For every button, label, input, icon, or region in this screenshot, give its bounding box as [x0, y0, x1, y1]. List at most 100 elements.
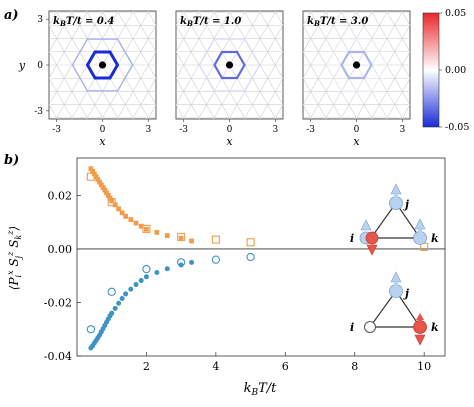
diagram-lower: j i k — [350, 271, 439, 346]
data-point — [211, 255, 221, 264]
plot-frame — [76, 157, 446, 357]
y-tick-label: 3 — [37, 15, 43, 25]
panel-a-label: a) — [4, 8, 19, 23]
lattice-line — [243, 11, 283, 79]
site-k-label: k — [431, 232, 439, 245]
x-tick-label: 0 — [227, 125, 233, 135]
data-point — [116, 300, 122, 306]
x-tick-label: -3 — [306, 125, 315, 135]
spin-k-up — [413, 231, 427, 245]
x-tick-label: 3 — [399, 125, 405, 135]
heatmap-panels: kBT/t = 0.4 -3 0 3 x 3 0 -3 y kBT/t = 1.0 -3 0 3 x kBT… — [0, 0, 474, 238]
panel-b-label: b) — [4, 153, 19, 168]
colorbar-tick-mid: 0.00 — [445, 65, 466, 76]
colorbar — [422, 12, 440, 128]
data-point — [109, 310, 115, 316]
lattice-line — [0, 0, 50, 238]
x-tick-label: 0 — [100, 125, 106, 135]
outer-ring — [198, 38, 261, 92]
center-site — [98, 61, 107, 69]
data-point — [102, 187, 108, 193]
x-axis-label: x — [353, 135, 360, 148]
panel-title: kBT/t = 3.0 — [307, 16, 368, 28]
data-point — [119, 295, 125, 301]
x-tick-label: 4 — [212, 360, 219, 373]
x-tick-label: 3 — [272, 125, 278, 135]
data-point — [107, 198, 116, 207]
data-point — [142, 264, 151, 274]
data-point — [189, 259, 195, 265]
diagram-upper: j i k — [350, 183, 439, 256]
data-point — [109, 198, 115, 204]
site-i-empty — [364, 321, 376, 333]
panel-title: kBT/t = 1.0 — [180, 16, 241, 28]
series-0 — [88, 166, 194, 244]
panel-title: kBT/t = 0.4 — [53, 16, 114, 28]
inner-ring — [213, 50, 246, 80]
colorbar-tick-bottom: -0.05 — [445, 122, 469, 133]
svg-text:⟨Pix Sjz Skz⟩: ⟨Pix Sjz Skz⟩ — [6, 226, 23, 290]
y-tick-label: 0.00 — [48, 243, 73, 256]
data-point — [97, 179, 102, 185]
spin-i-down — [365, 231, 379, 245]
data-point — [116, 206, 122, 212]
x-tick-label: 3 — [145, 125, 151, 135]
data-point — [93, 174, 99, 180]
data-point — [138, 223, 144, 229]
lattice-line — [409, 0, 474, 238]
data-point — [107, 287, 116, 296]
site-j-label: j — [403, 198, 409, 211]
spin-j-up — [389, 196, 403, 210]
x-tick-label: 0 — [354, 125, 360, 135]
x-tick-label: 10 — [417, 360, 431, 373]
data-point — [144, 226, 149, 232]
site-i-label: i — [350, 232, 354, 245]
data-point — [142, 224, 151, 233]
lattice-lines — [303, 0, 474, 238]
y-tick-label: 0.02 — [48, 189, 73, 202]
x-tick-label: -3 — [179, 125, 188, 135]
x-axis-label: x — [99, 135, 106, 148]
data-point — [119, 210, 125, 216]
data-point — [189, 238, 194, 244]
data-point — [123, 291, 129, 297]
series-3 — [86, 252, 255, 334]
x-tick-label: 2 — [143, 360, 150, 373]
y-tick-label: -0.02 — [44, 296, 72, 309]
lattice-line — [409, 0, 474, 238]
plot-points — [86, 166, 429, 351]
data-point — [138, 278, 144, 284]
outer-ring — [71, 38, 134, 92]
data-point — [211, 235, 220, 244]
data-point — [86, 325, 96, 334]
x-tick-label: 6 — [282, 360, 289, 373]
inner-ring — [85, 50, 120, 80]
y-tick-label: 0 — [37, 61, 43, 71]
colorbar-tick-top: 0.05 — [445, 8, 466, 19]
spin-j-up — [389, 284, 403, 298]
y-axis-label: y — [18, 59, 26, 72]
data-point — [86, 172, 95, 181]
data-point — [90, 168, 96, 174]
data-point — [128, 217, 134, 222]
data-point — [128, 286, 134, 292]
lattice-line — [116, 11, 156, 79]
data-point — [154, 229, 160, 235]
x-axis-label: x — [226, 135, 233, 148]
data-point — [95, 177, 101, 182]
data-point — [112, 305, 118, 311]
data-point — [100, 185, 106, 190]
series-2 — [88, 259, 195, 351]
y-axis-label: ⟨Pix Sjz Skz⟩ — [6, 226, 23, 290]
data-point — [246, 238, 255, 247]
x-tick-label: 8 — [351, 360, 358, 373]
inner-ring — [340, 50, 373, 80]
center-site — [352, 61, 361, 69]
data-point — [105, 193, 111, 198]
y-tick-label: -3 — [34, 107, 43, 117]
data-point — [98, 182, 104, 188]
center-site — [225, 61, 234, 69]
data-point — [104, 190, 109, 196]
data-point — [154, 270, 160, 276]
